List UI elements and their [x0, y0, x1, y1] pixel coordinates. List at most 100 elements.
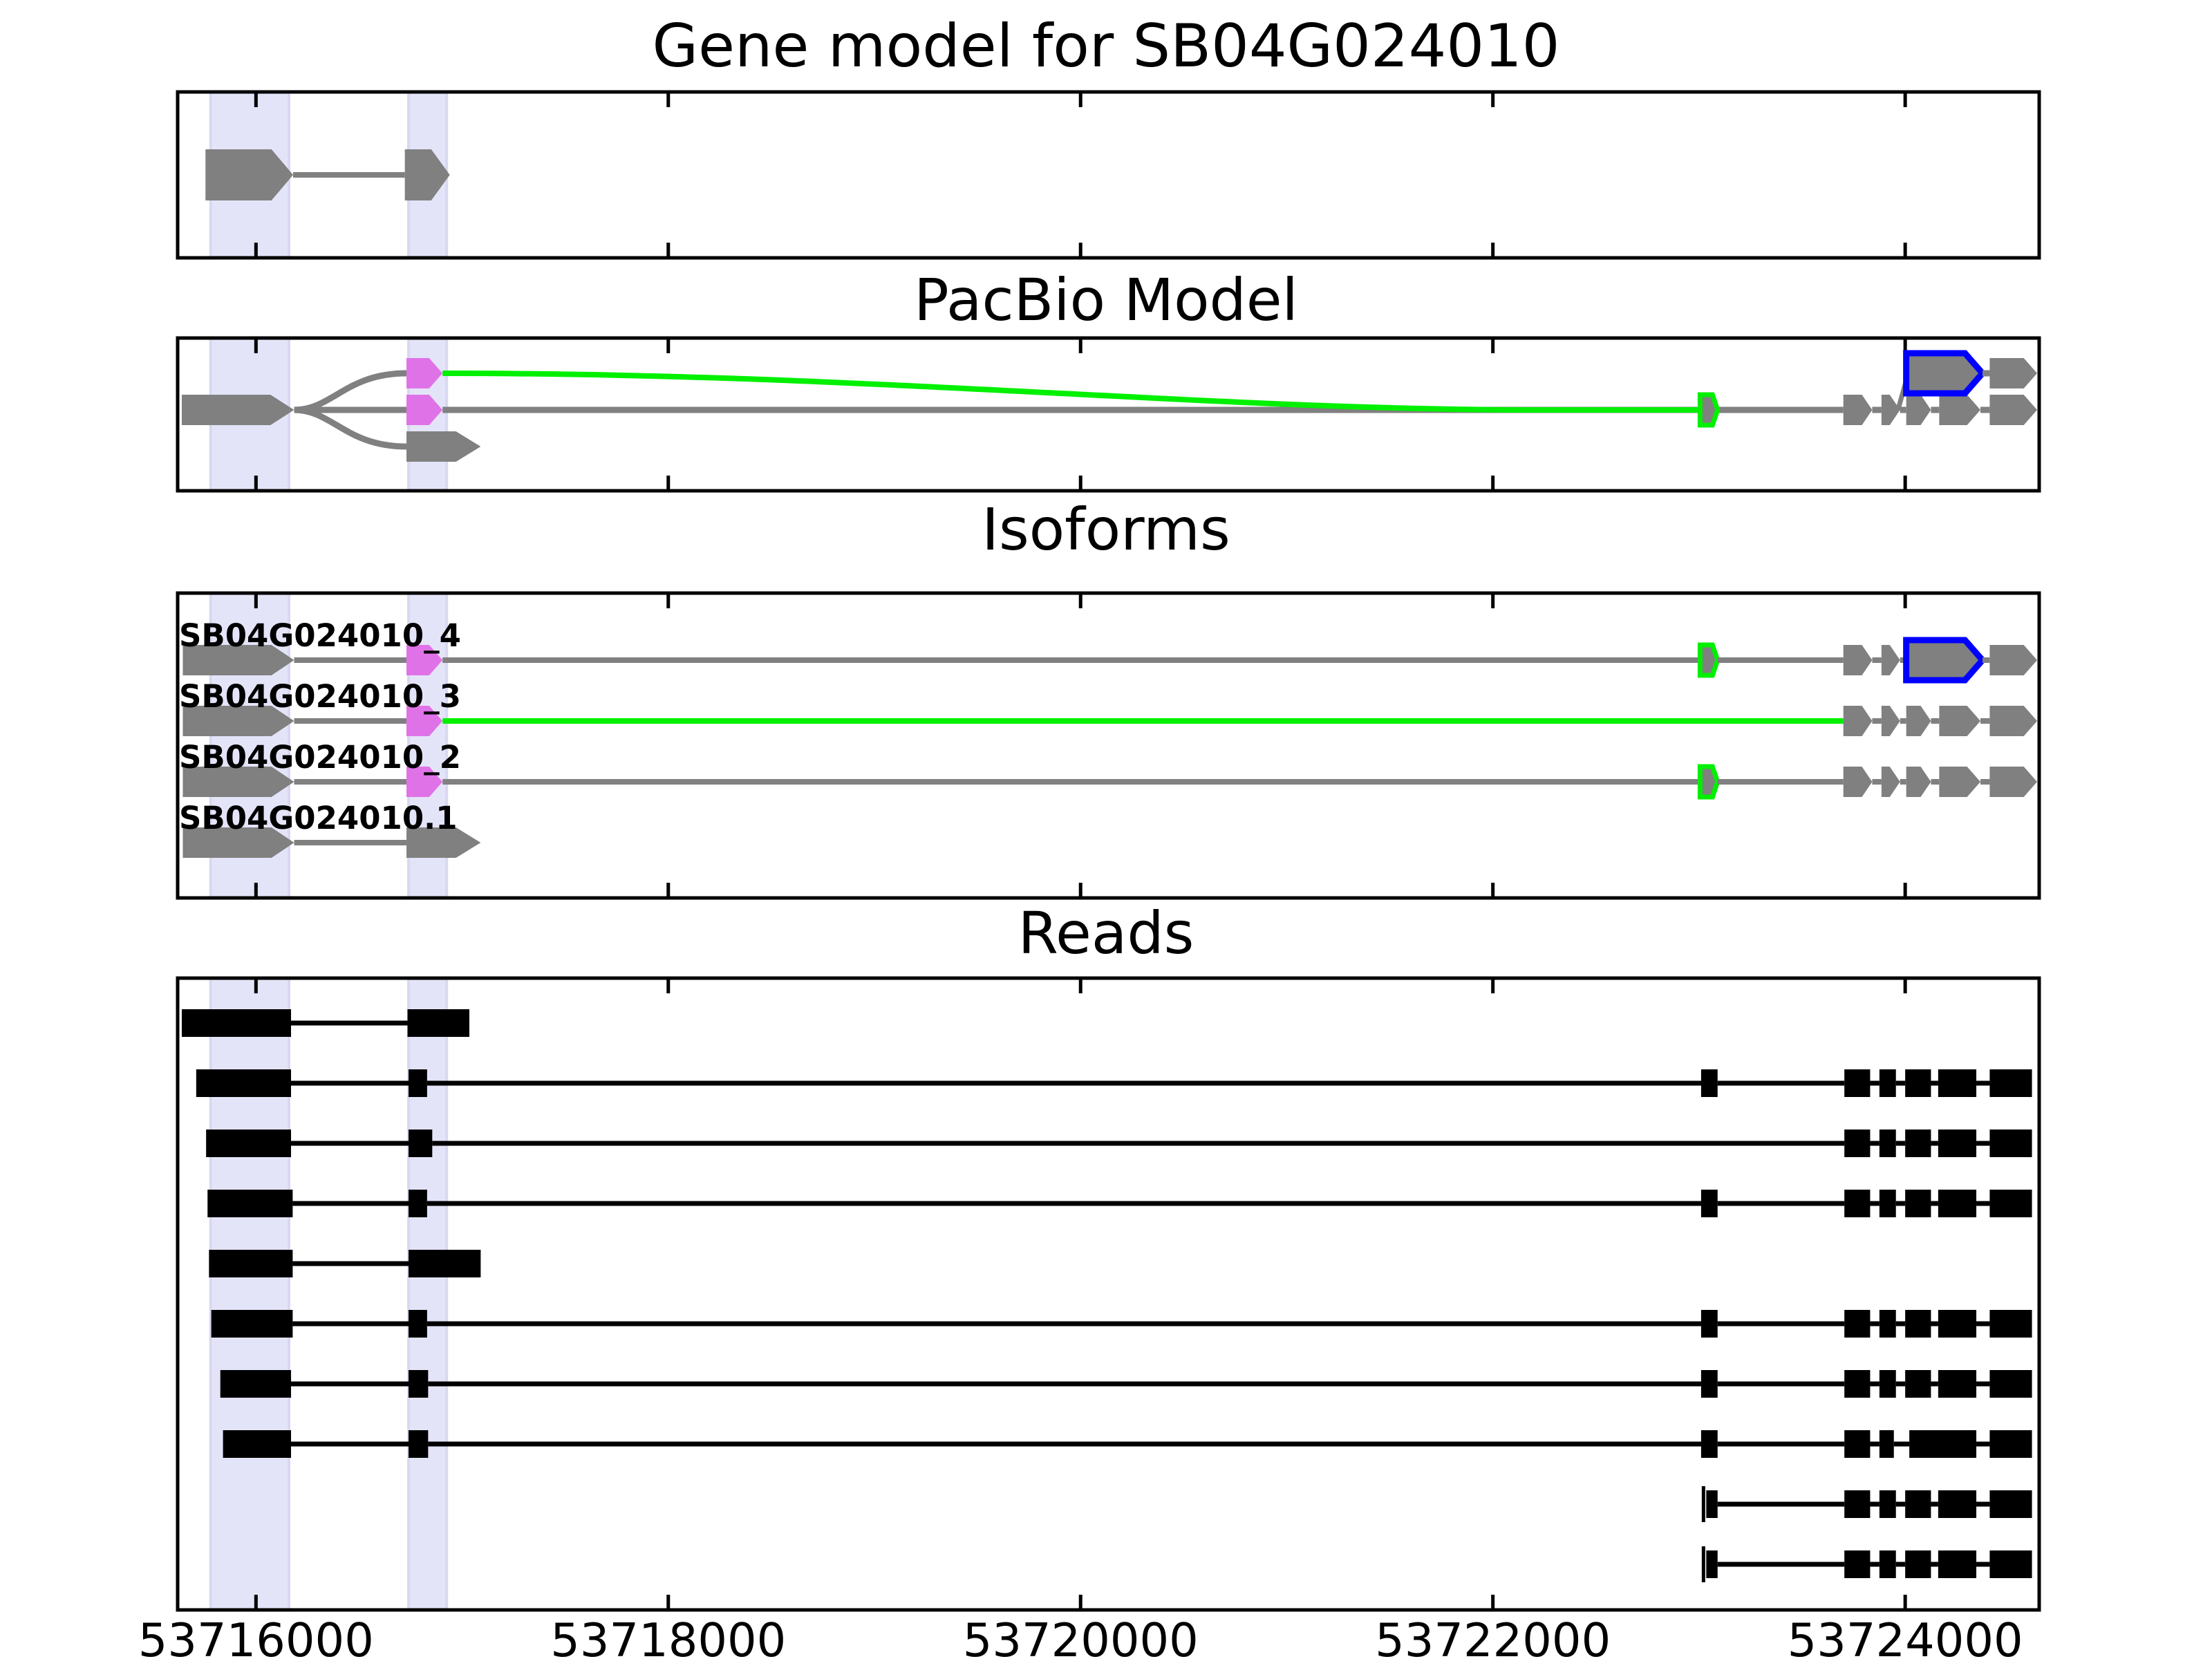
- isoform-label: SB04G024010_2: [179, 739, 461, 776]
- read-exon: [1879, 1490, 1896, 1518]
- isoform-exon: [1989, 645, 2038, 675]
- pacbio-cluster-exon: [1881, 395, 1900, 425]
- read-exon: [1879, 1310, 1896, 1338]
- pacbio-cluster-exon: [1906, 395, 1931, 425]
- green-mini-exon: [1697, 392, 1721, 428]
- read-exon: [1879, 1430, 1894, 1458]
- magenta-exon: [406, 706, 443, 736]
- panel-title-pacbio: PacBio Model: [914, 266, 1298, 334]
- read-exon: [409, 1310, 427, 1338]
- isoform-exon: [1906, 706, 1931, 736]
- axis-tick-label: 53716000: [138, 1613, 374, 1659]
- pacbio-first-exon: [181, 395, 294, 425]
- read-exon: [1989, 1069, 2032, 1097]
- isoform-exon: [182, 767, 294, 797]
- read-exon: [409, 1069, 427, 1097]
- read-exon: [409, 1370, 429, 1398]
- read-exon: [206, 1130, 292, 1157]
- read-exon: [409, 1250, 481, 1277]
- isoform-exon: [182, 706, 294, 736]
- isoform-exon: [1989, 767, 2038, 797]
- isoform-exon: [406, 827, 481, 858]
- isoform-exon: [1881, 645, 1900, 675]
- read-exon: [1879, 1550, 1896, 1578]
- read-exon: [1844, 1310, 1871, 1338]
- read-exon: [1909, 1430, 1977, 1458]
- isoform-exon: [1843, 706, 1873, 736]
- read-exon: [1879, 1190, 1896, 1217]
- panel-border: [176, 90, 2041, 260]
- isoform-exon: [182, 827, 294, 858]
- pacbio-cluster-exon: [1939, 395, 1981, 425]
- isoform-exon: [182, 645, 294, 675]
- blue-exon: [1903, 637, 1987, 684]
- read-exon: [211, 1310, 293, 1338]
- green-junction-line: [442, 371, 1700, 413]
- isoform-label: SB04G024010_4: [179, 617, 461, 654]
- magenta-exon: [406, 395, 443, 425]
- pacbio-cluster-exon: [1989, 395, 2038, 425]
- read-exon: [1700, 1190, 1718, 1217]
- read-exon: [1938, 1190, 1977, 1217]
- read-exon: [1905, 1370, 1931, 1398]
- panel-title-reads: Reads: [1018, 899, 1194, 967]
- read-exon: [1844, 1130, 1871, 1157]
- pacbio-terminal-exon: [1989, 358, 2038, 388]
- pacbio-terminal-exon: [406, 431, 481, 462]
- read-exon: [1989, 1430, 2032, 1458]
- magenta-exon: [406, 358, 443, 388]
- read-exon: [1844, 1430, 1871, 1458]
- read-exon: [196, 1069, 292, 1097]
- read-exon: [1905, 1550, 1931, 1578]
- gene-exon: [404, 149, 450, 200]
- read-exon: [1706, 1490, 1718, 1518]
- isoform-exon: [1939, 767, 1981, 797]
- read-exon: [1905, 1130, 1931, 1157]
- isoform-label: SB04G024010.1: [179, 800, 458, 836]
- panel-border: [176, 591, 2041, 900]
- isoform-exon: [1989, 706, 2038, 736]
- read-exon: [1938, 1490, 1977, 1518]
- isoform-exon: [1939, 706, 1981, 736]
- gene-exon: [205, 149, 294, 200]
- read-exon: [1938, 1550, 1977, 1578]
- read-exon: [409, 1430, 429, 1458]
- green-mini-exon: [1697, 642, 1721, 678]
- read-exon: [1879, 1130, 1896, 1157]
- isoform-exon: [1843, 767, 1873, 797]
- read-exon: [1700, 1069, 1718, 1097]
- green-mini-exon: [1697, 764, 1721, 800]
- read-exon: [1844, 1550, 1871, 1578]
- read-exon: [1879, 1069, 1896, 1097]
- read-exon: [1938, 1130, 1977, 1157]
- read-exon: [1989, 1370, 2032, 1398]
- isoform-exon: [1843, 645, 1873, 675]
- read-exon: [207, 1190, 293, 1217]
- isoform-exon: [1881, 767, 1900, 797]
- read-exon: [1989, 1310, 2032, 1338]
- splice-branch-curve: [294, 370, 407, 413]
- read-exon: [407, 1009, 469, 1037]
- read-exon: [1700, 1310, 1718, 1338]
- axis-tick-label: 53722000: [1375, 1613, 1611, 1659]
- read-exon: [1700, 1370, 1718, 1398]
- read-exon: [209, 1250, 293, 1277]
- read-exon: [1700, 1430, 1718, 1458]
- panel-title-isoforms: Isoforms: [982, 496, 1230, 563]
- figure-title: Gene model for SB04G024010: [652, 12, 1560, 81]
- read-exon: [1989, 1130, 2032, 1157]
- axis-tick-label: 53724000: [1787, 1613, 2023, 1659]
- axis-tick-label: 53718000: [550, 1613, 787, 1659]
- read-exon: [1905, 1310, 1931, 1338]
- isoform-exon: [1906, 767, 1931, 797]
- read-exon: [1905, 1490, 1931, 1518]
- blue-exon: [1903, 350, 1987, 397]
- read-exon: [1905, 1069, 1931, 1097]
- read-exon: [1938, 1310, 1977, 1338]
- read-exon: [1706, 1550, 1718, 1578]
- read-exon: [1989, 1550, 2032, 1578]
- read-exon: [1844, 1490, 1871, 1518]
- magenta-exon: [406, 645, 443, 675]
- read-exon: [1844, 1370, 1871, 1398]
